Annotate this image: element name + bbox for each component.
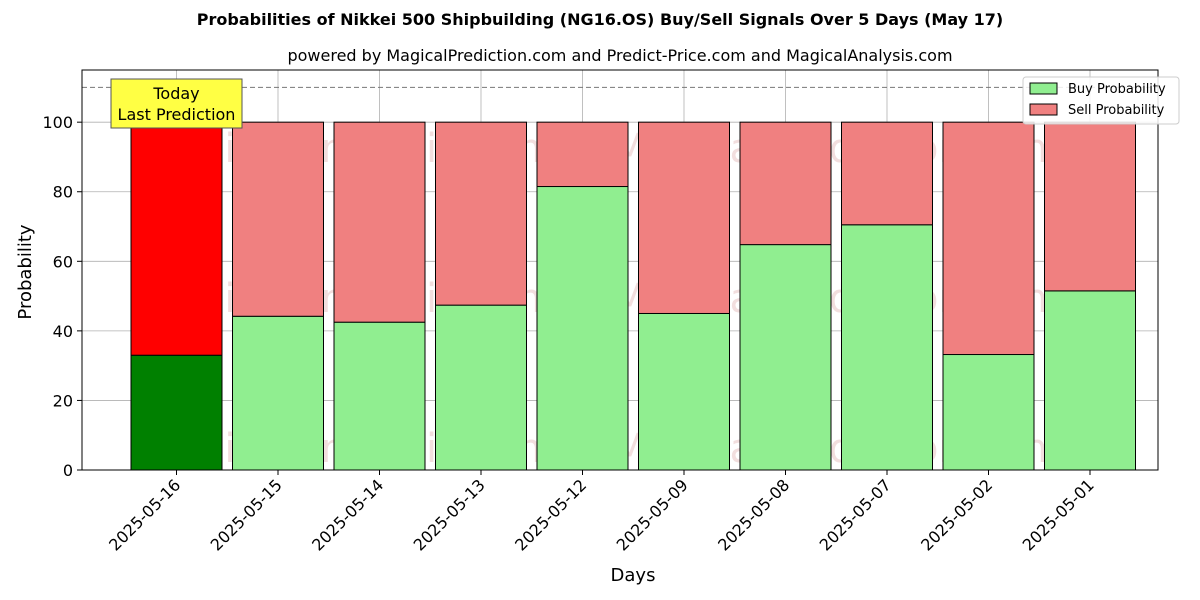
- bar-buy: [1044, 290, 1136, 471]
- legend-label-buy: Buy Probability: [1068, 82, 1166, 97]
- x-tick-label: 2025-05-16: [105, 475, 184, 554]
- x-axis-label: Days: [611, 565, 656, 586]
- bar-sell: [130, 121, 223, 356]
- annotation-line-2: Last Prediction: [118, 105, 236, 124]
- legend: Buy Probability Sell Probability: [1022, 76, 1180, 125]
- bars: [130, 121, 1136, 471]
- x-tick-label: 2025-05-15: [207, 475, 286, 554]
- bar-sell: [536, 121, 629, 188]
- annotation-line-1: Today: [152, 84, 199, 103]
- y-tick-label: 40: [53, 322, 73, 341]
- bar-buy: [638, 312, 730, 471]
- legend-swatch-sell: [1029, 103, 1058, 116]
- y-tick-label: 0: [63, 461, 73, 480]
- bar-sell: [841, 121, 933, 226]
- chart-title: Probabilities of Nikkei 500 Shipbuilding…: [196, 10, 1004, 29]
- x-tick-label: 2025-05-13: [410, 475, 489, 554]
- y-tick-label: 100: [42, 113, 73, 132]
- bar-sell: [1044, 121, 1136, 292]
- bar-buy: [942, 354, 1035, 471]
- x-tick-label: 2025-05-08: [714, 475, 793, 554]
- bar-sell: [333, 121, 426, 323]
- y-tick-label: 20: [53, 391, 73, 410]
- bar-buy: [435, 304, 527, 471]
- bar-buy: [739, 244, 832, 471]
- x-tick-label: 2025-05-14: [308, 475, 387, 554]
- bar-buy: [536, 186, 629, 471]
- x-tick-label: 2025-05-12: [511, 475, 590, 554]
- x-tick-label: 2025-05-09: [613, 475, 692, 554]
- annotation-box: [110, 78, 243, 129]
- bar-sell: [942, 121, 1035, 356]
- legend-swatch-buy: [1029, 82, 1058, 95]
- bar-buy: [841, 224, 933, 471]
- y-axis-label: Probability: [15, 224, 36, 319]
- bar-buy: [333, 321, 426, 471]
- bar-buy: [130, 354, 223, 471]
- legend-frame: [1022, 76, 1180, 125]
- legend-label-sell: Sell Probability: [1068, 103, 1165, 118]
- x-tick-label: 2025-05-02: [917, 475, 996, 554]
- chart-subtitle: powered by MagicalPrediction.com and Pre…: [287, 46, 953, 65]
- plot-frame: [81, 69, 1159, 471]
- y-tick-label: 60: [53, 252, 73, 271]
- bar-sell: [638, 121, 730, 314]
- y-tick-label: 80: [53, 183, 73, 202]
- today-annotation: Today Last Prediction: [110, 78, 243, 129]
- bar-sell: [435, 121, 527, 306]
- x-tick-label: 2025-05-07: [816, 475, 895, 554]
- bar-buy: [232, 315, 324, 471]
- bar-sell: [232, 121, 324, 317]
- bar-sell: [739, 121, 832, 246]
- x-tick-label: 2025-05-01: [1019, 475, 1098, 554]
